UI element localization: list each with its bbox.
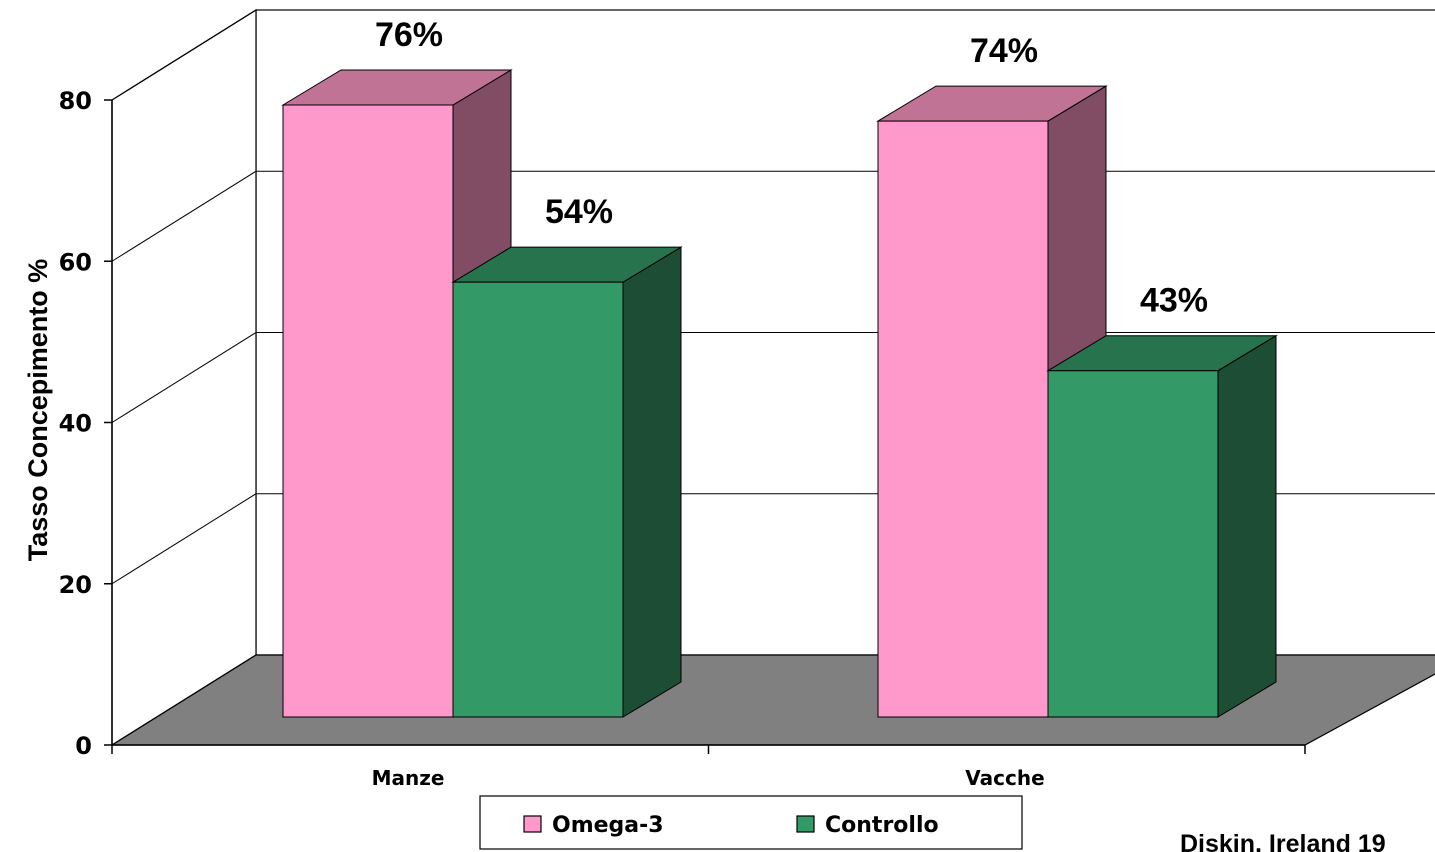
bar-controllo: [452, 281, 624, 718]
gridline-side: [111, 9, 257, 101]
legend-label: Controllo: [825, 813, 939, 838]
data-label-omega-3: 76%: [375, 16, 443, 54]
y-tick-label: 40: [59, 410, 92, 438]
bar-side-controllo: [1217, 334, 1277, 718]
category-label: Vacche: [965, 766, 1044, 790]
bar-omega-3: [877, 120, 1049, 718]
source-note: Diskin, Ireland 19: [1180, 830, 1386, 852]
bars-group: 76% 54% 74% 43%: [281, 16, 1278, 718]
data-label-controllo: 43%: [1140, 282, 1208, 320]
legend: Omega-3 Controllo: [479, 795, 1023, 850]
data-label-omega-3: 74%: [970, 32, 1038, 70]
category-label: Manze: [372, 766, 445, 790]
legend-box: [479, 795, 1023, 850]
y-tick-label: 80: [59, 87, 92, 115]
y-axis-label: Tasso Concepimento %: [23, 259, 53, 562]
data-label-controllo: 54%: [545, 193, 613, 231]
gridline-side: [111, 493, 257, 585]
bar-side-controllo: [622, 246, 682, 718]
category-labels-group: Manze Vacche: [372, 766, 1045, 790]
y-tick-label: 60: [59, 248, 92, 276]
bar-omega-3: [282, 104, 454, 718]
y-ticks-group: 0 20 40 60 80: [59, 87, 112, 760]
gridline-side: [111, 170, 257, 262]
y-tick-label: 0: [75, 732, 92, 760]
gridline-side: [111, 332, 257, 423]
legend-swatch: [796, 815, 815, 833]
bar-controllo: [1047, 370, 1219, 718]
legend-swatch: [523, 815, 542, 833]
y-tick-label: 20: [59, 571, 92, 599]
legend-label: Omega-3: [552, 813, 664, 838]
